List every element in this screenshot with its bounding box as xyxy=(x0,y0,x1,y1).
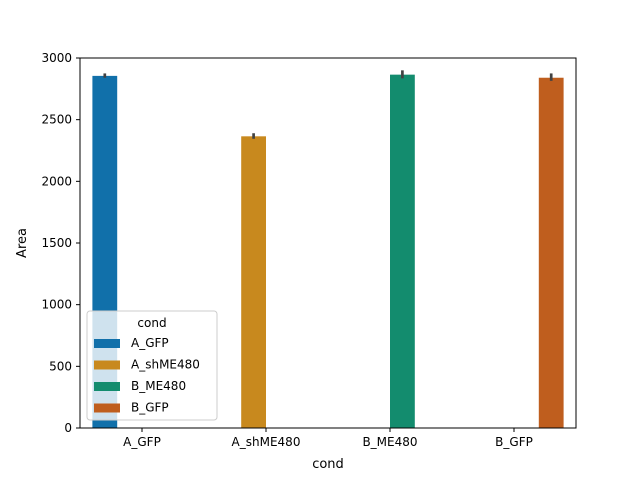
bar-a-shme480 xyxy=(241,136,266,429)
legend-swatch xyxy=(94,360,120,370)
x-tick-label: B_GFP xyxy=(495,435,533,449)
bar-b-gfp xyxy=(538,77,564,428)
y-tick-label: 2500 xyxy=(41,113,72,127)
x-tick-label: A_shME480 xyxy=(232,435,301,449)
legend-swatch xyxy=(94,403,120,413)
y-tick-label: 1500 xyxy=(41,236,72,250)
legend-title: cond xyxy=(137,316,166,330)
y-axis: 0 500 1000 1500 2000 2500 3000 xyxy=(41,51,80,435)
legend-box xyxy=(86,310,218,421)
y-axis-label: Area xyxy=(15,228,30,258)
x-axis-label: cond xyxy=(312,457,344,472)
error-bars-group xyxy=(103,70,553,139)
legend-label: B_ME480 xyxy=(131,379,186,393)
legend: cond A_GFP A_shME480 B_ME480 B_GFP xyxy=(86,310,218,421)
x-tick-label: B_ME480 xyxy=(362,435,417,449)
y-tick-label: 3000 xyxy=(41,51,72,65)
bar-b-me480 xyxy=(390,74,415,429)
y-tick-label: 1000 xyxy=(41,298,72,312)
y-tick-label: 500 xyxy=(49,359,72,373)
x-axis: A_GFP A_shME480 B_ME480 B_GFP xyxy=(123,428,533,449)
x-tick-label: A_GFP xyxy=(123,435,161,449)
legend-swatch xyxy=(94,382,120,391)
bars-group xyxy=(92,74,564,429)
legend-label: B_GFP xyxy=(131,401,169,415)
y-tick-label: 2000 xyxy=(41,174,72,188)
legend-label: A_GFP xyxy=(131,336,169,350)
legend-swatch xyxy=(94,339,120,348)
legend-label: A_shME480 xyxy=(131,358,200,372)
y-tick-label: 0 xyxy=(64,421,72,435)
